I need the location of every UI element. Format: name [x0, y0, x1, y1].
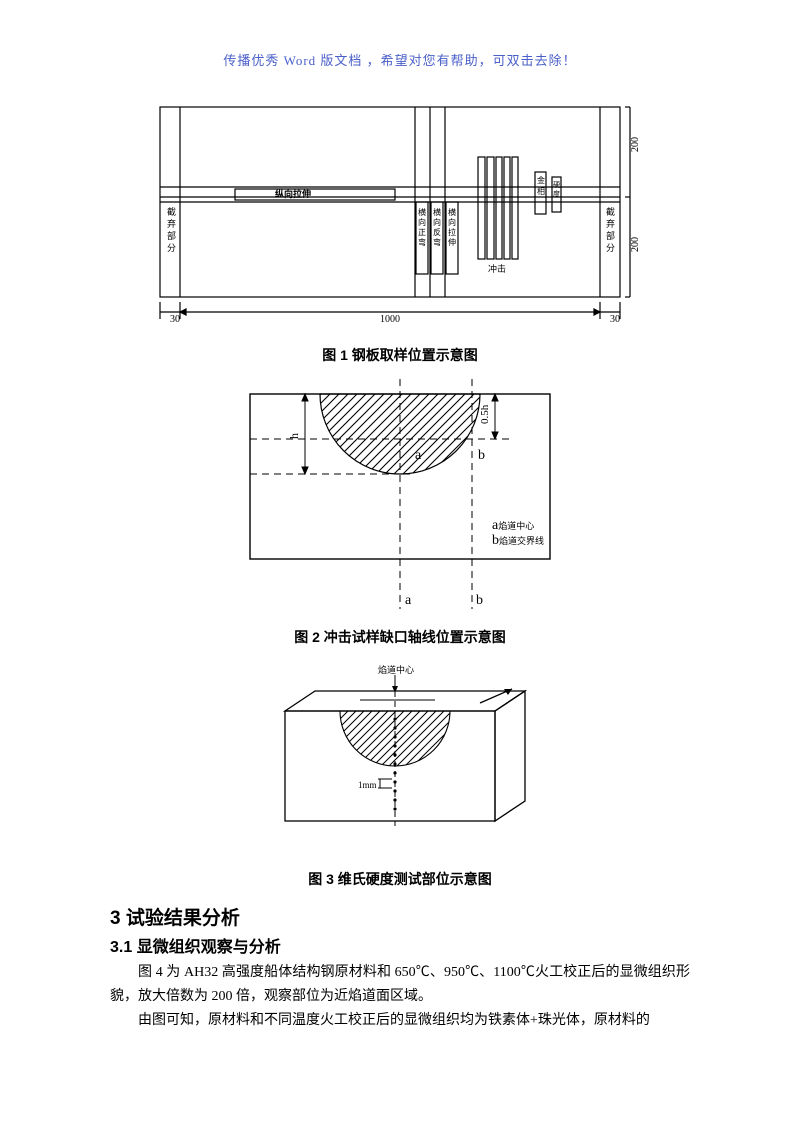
header-note: 传播优秀 Word 版文档 ，希望对您有帮助，可双击去除！ [110, 50, 690, 69]
figure-3-caption: 图 3 维氏硬度测试部位示意图 [110, 869, 690, 889]
label-h: h [287, 433, 301, 439]
label-trans-bend-f: 横向正弯 [418, 207, 426, 247]
label-flame-center: 焰道中心 [378, 664, 414, 675]
subsection-heading: 3.1 显微组织观察与分析 [110, 933, 690, 957]
dim-200-top: 200 [630, 137, 641, 152]
figure-1-caption: 图 1 钢板取样位置示意图 [110, 345, 690, 365]
subsection-number: 3.1 [110, 939, 132, 956]
figure-2-diagram: h 0.5h a b a b a焰道中心 b焰道交界线 [210, 379, 590, 619]
label-long-tensile: 纵向拉伸 [275, 188, 311, 199]
paragraph-1: 图 4 为 AH32 高强度船体结构钢原材料和 650℃、950℃、1100℃火… [110, 961, 690, 1009]
label-b-bot: b [476, 593, 483, 608]
label-1mm: 1mm [358, 780, 377, 790]
label-discard-l: 截弃部分 [167, 206, 176, 253]
dim-200-bot: 200 [630, 237, 641, 252]
label-discard-r: 截弃部分 [606, 206, 615, 253]
label-half-h: 0.5h [479, 404, 491, 424]
section-heading: 3 试验结果分析 [110, 903, 690, 930]
dim-1000: 1000 [380, 314, 400, 325]
figure-2-caption: 图 2 冲击试样缺口轴线位置示意图 [110, 627, 690, 647]
label-a-top: a [415, 448, 422, 463]
subsection-title: 显微组织观察与分析 [137, 939, 281, 956]
figure-1-diagram: 30 30 1000 200 200 纵向拉伸 截弃部分 截弃部分 横向正弯 横… [140, 97, 660, 337]
label-b-top: b [478, 448, 485, 463]
label-a-bot: a [405, 593, 412, 608]
label-metallo: 金相 [537, 175, 545, 196]
label-impact: 冲击 [488, 263, 506, 274]
legend-b: b焰道交界线 [492, 533, 544, 548]
figure-3-diagram: 焰道中心 1mm [230, 661, 570, 861]
dim-30l: 30 [170, 314, 180, 325]
label-hardness: 硬度 [553, 181, 560, 198]
label-trans-tensile: 横向拉伸 [448, 207, 456, 247]
section-title: 试验结果分析 [126, 908, 240, 929]
section-number: 3 [110, 908, 121, 929]
dim-30r: 30 [610, 314, 620, 325]
paragraph-2: 由图可知，原材料和不同温度火工校正后的显微组织均为铁素体+珠光体，原材料的 [110, 1009, 690, 1033]
label-trans-bend-r: 横向反弯 [433, 207, 441, 247]
legend-a: a焰道中心 [492, 518, 534, 533]
